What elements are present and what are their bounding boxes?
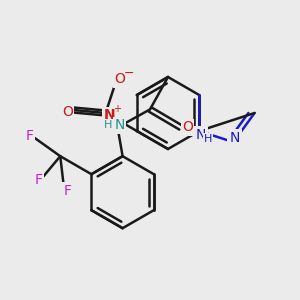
Text: F: F bbox=[34, 173, 42, 187]
Text: O: O bbox=[114, 72, 125, 86]
Text: N: N bbox=[114, 118, 125, 132]
Text: F: F bbox=[26, 129, 34, 143]
Text: H: H bbox=[103, 120, 112, 130]
Text: −: − bbox=[123, 67, 134, 80]
Text: N: N bbox=[229, 131, 240, 145]
Text: F: F bbox=[64, 184, 72, 198]
Text: O: O bbox=[62, 105, 73, 119]
Text: H: H bbox=[204, 134, 212, 144]
Text: O: O bbox=[182, 120, 193, 134]
Text: +: + bbox=[112, 104, 121, 114]
Text: N: N bbox=[104, 108, 116, 122]
Text: N: N bbox=[196, 128, 206, 142]
